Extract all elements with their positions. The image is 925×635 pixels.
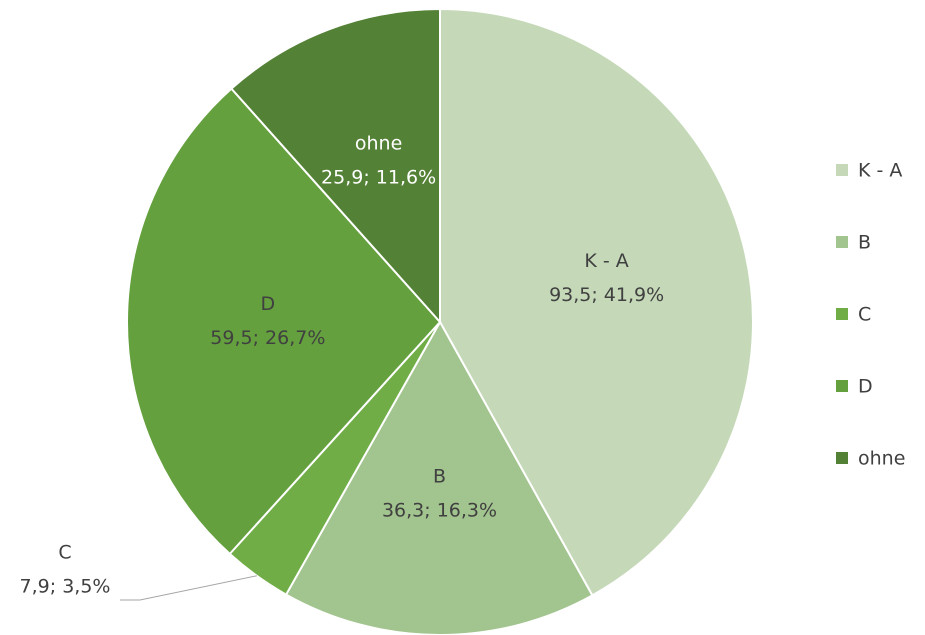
- legend-label: C: [858, 304, 871, 326]
- slice-value-label: 36,3; 16,3%: [382, 500, 497, 522]
- legend-swatch: [836, 452, 848, 464]
- pie-slice: [439, 7, 754, 597]
- legend-label: K - A: [858, 160, 902, 182]
- slice-value-label: 7,9; 3,5%: [20, 576, 111, 598]
- leader-line: [120, 575, 257, 601]
- slice-category-label: ohne: [355, 133, 402, 155]
- slice-category-label: D: [261, 293, 276, 315]
- slice-value-label: 93,5; 41,9%: [549, 284, 664, 306]
- legend-swatch: [836, 308, 848, 320]
- legend-label: B: [858, 232, 871, 254]
- slice-value-label: 25,9; 11,6%: [321, 167, 436, 189]
- pie-slice: [126, 87, 442, 556]
- pie-slice: [229, 7, 441, 325]
- legend-swatch: [836, 164, 848, 176]
- legend-label: ohne: [858, 448, 905, 470]
- slice-category-label: C: [58, 542, 71, 564]
- slice-category-label: B: [433, 466, 446, 488]
- slice-category-label: K - A: [584, 250, 628, 272]
- legend-label: D: [858, 376, 873, 398]
- legend-swatch: [836, 380, 848, 392]
- legend-swatch: [836, 236, 848, 248]
- slice-value-label: 59,5; 26,7%: [210, 327, 325, 349]
